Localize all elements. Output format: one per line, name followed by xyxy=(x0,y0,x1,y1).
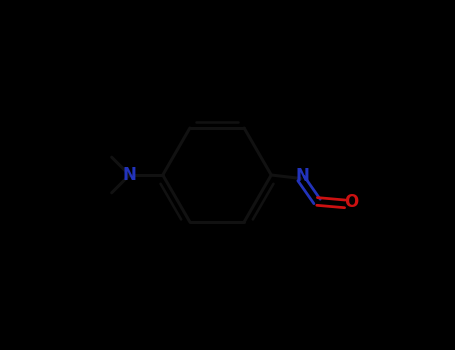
Text: O: O xyxy=(344,193,359,211)
Text: N: N xyxy=(295,167,309,185)
Text: N: N xyxy=(122,166,136,184)
